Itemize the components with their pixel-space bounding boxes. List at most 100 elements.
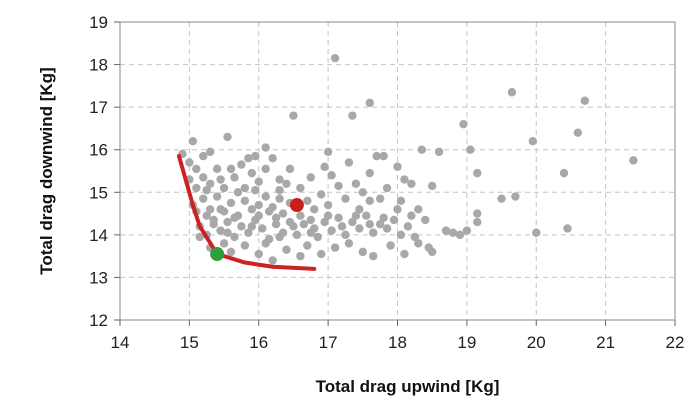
data-point xyxy=(341,194,350,203)
data-point xyxy=(254,249,263,259)
data-point xyxy=(421,215,430,225)
data-point xyxy=(358,188,368,197)
data-point xyxy=(230,232,239,242)
data-point xyxy=(434,147,444,157)
data-point xyxy=(511,192,520,201)
data-point xyxy=(271,213,281,223)
data-point xyxy=(365,98,374,108)
data-point xyxy=(261,239,270,248)
data-point xyxy=(247,168,257,178)
data-point xyxy=(212,164,222,174)
x-tick-label: 19 xyxy=(457,333,476,352)
data-point xyxy=(306,173,315,182)
data-point xyxy=(355,224,364,233)
data-point xyxy=(313,232,322,242)
data-point xyxy=(379,213,388,223)
data-point xyxy=(282,179,291,188)
data-point xyxy=(323,211,333,220)
data-point xyxy=(212,192,222,201)
data-point xyxy=(528,137,537,146)
data-point xyxy=(414,205,423,214)
data-point xyxy=(237,222,246,231)
data-point xyxy=(278,209,288,218)
data-point xyxy=(393,205,402,214)
data-point xyxy=(462,226,472,235)
data-point xyxy=(323,147,333,157)
data-point xyxy=(240,196,250,205)
data-point xyxy=(386,241,395,250)
data-point xyxy=(244,228,253,237)
x-axis-ticks: 14 15 16 17 18 19 20 21 22 xyxy=(111,320,685,352)
highlighted-point xyxy=(210,247,225,262)
data-point xyxy=(282,245,291,254)
data-point xyxy=(379,151,388,161)
data-point xyxy=(403,222,413,231)
data-point xyxy=(580,96,590,105)
data-point xyxy=(216,205,225,214)
data-point xyxy=(344,158,354,167)
data-point xyxy=(244,154,253,163)
x-tick-label: 15 xyxy=(180,333,199,352)
data-point xyxy=(348,217,357,227)
data-point xyxy=(251,185,260,195)
data-point xyxy=(393,162,402,171)
data-point xyxy=(254,200,263,210)
data-point xyxy=(199,173,208,182)
y-tick-label: 18 xyxy=(89,56,108,75)
data-point xyxy=(219,183,229,193)
data-point xyxy=(330,53,340,63)
data-point xyxy=(296,251,305,261)
data-point xyxy=(365,196,374,205)
data-point xyxy=(199,151,208,161)
data-point xyxy=(427,181,437,191)
data-point xyxy=(209,220,218,229)
x-tick-label: 22 xyxy=(666,333,685,352)
data-point xyxy=(507,88,517,97)
data-point xyxy=(247,205,257,214)
data-point xyxy=(316,190,326,199)
data-point xyxy=(362,211,371,220)
data-point xyxy=(320,217,329,227)
data-point xyxy=(358,247,368,257)
data-point xyxy=(441,226,451,235)
data-point xyxy=(303,241,312,250)
data-point xyxy=(205,205,215,214)
data-point xyxy=(223,217,232,227)
x-axis-label: Total drag upwind [Kg] xyxy=(316,377,500,396)
data-point xyxy=(240,241,250,250)
data-point xyxy=(375,194,385,203)
x-tick-label: 17 xyxy=(319,333,338,352)
data-point xyxy=(296,183,305,193)
data-point xyxy=(296,211,305,220)
data-point xyxy=(563,224,572,233)
data-point xyxy=(223,132,232,142)
data-point xyxy=(382,224,392,233)
data-point xyxy=(400,175,409,184)
y-tick-label: 12 xyxy=(89,311,108,330)
data-point xyxy=(230,173,239,182)
data-point xyxy=(199,194,208,203)
data-point xyxy=(275,185,284,195)
data-point xyxy=(466,145,475,154)
data-point xyxy=(202,211,211,220)
y-tick-label: 16 xyxy=(89,141,108,160)
data-point xyxy=(337,222,347,231)
data-point xyxy=(355,205,364,214)
x-tick-label: 14 xyxy=(111,333,130,352)
data-point xyxy=(285,164,295,174)
data-point xyxy=(330,243,340,252)
data-point xyxy=(292,230,302,240)
data-point xyxy=(414,239,423,248)
data-point xyxy=(407,211,416,220)
y-tick-label: 19 xyxy=(89,13,108,32)
data-point xyxy=(271,220,281,229)
data-point xyxy=(372,151,381,161)
data-point xyxy=(303,196,312,205)
data-point xyxy=(216,226,225,235)
data-point xyxy=(306,215,315,225)
data-point xyxy=(192,183,201,193)
data-point xyxy=(389,215,399,225)
data-point xyxy=(205,179,215,188)
data-point xyxy=(254,177,263,186)
data-point xyxy=(251,151,260,161)
